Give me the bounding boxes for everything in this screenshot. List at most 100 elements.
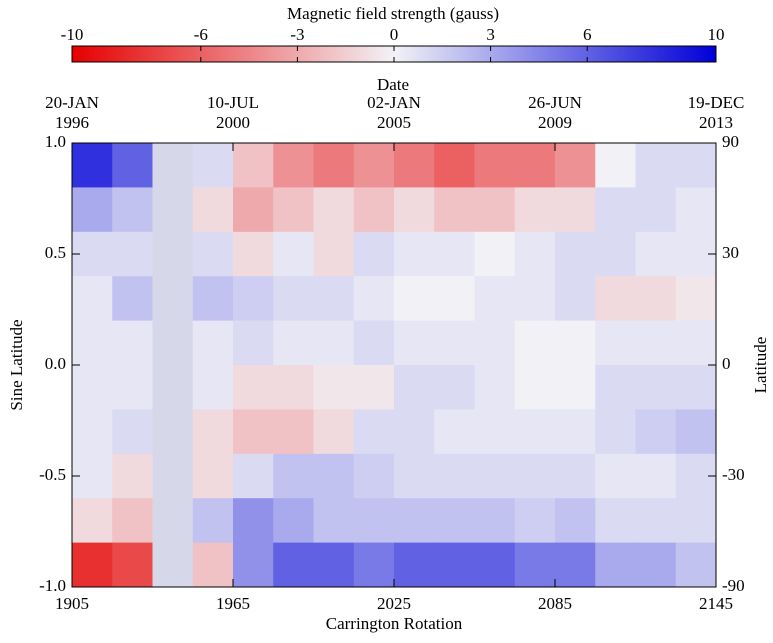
heatmap-cell: [635, 498, 677, 544]
heatmap-cell: [474, 276, 516, 322]
heatmap-cell: [595, 143, 636, 188]
heatmap-cell: [72, 498, 113, 544]
heatmap-cell: [353, 320, 395, 366]
heatmap-cell: [635, 365, 677, 410]
heatmap-cell: [233, 498, 274, 544]
x-tick-label: 2025: [377, 594, 411, 613]
colorbar-tick-label: 0: [390, 25, 399, 44]
heatmap-cell: [635, 143, 677, 188]
heatmap-cell: [192, 409, 234, 455]
heatmap-cell: [72, 542, 113, 588]
heatmap-cell: [394, 409, 435, 455]
heatmap-cell: [555, 320, 596, 366]
heatmap-cell: [233, 409, 274, 455]
heatmap-cell: [595, 276, 636, 322]
top-axis-label: Date: [377, 75, 409, 94]
y2-tick-label: -90: [722, 576, 745, 595]
heatmap-cell: [353, 143, 395, 188]
heatmap-cell: [192, 365, 234, 410]
heatmap-cell: [635, 231, 677, 277]
top-tick-sublabel: 2009: [538, 113, 572, 132]
heatmap-cell: [394, 453, 435, 499]
heatmap-cell: [353, 365, 395, 410]
top-tick-label: 10-JUL: [207, 93, 259, 112]
heatmap-cell: [474, 231, 516, 277]
heatmap-cell: [434, 409, 475, 455]
heatmap-cell: [353, 498, 395, 544]
heatmap-cell: [233, 276, 274, 322]
colorbar-tick-label: -6: [194, 25, 208, 44]
heatmap-cell: [474, 320, 516, 366]
heatmap-cell: [514, 231, 556, 277]
heatmap-cell: [72, 320, 113, 366]
heatmap-cell: [233, 542, 274, 588]
heatmap-cell: [394, 542, 435, 588]
heatmap-cell: [273, 365, 314, 410]
heatmap-cell: [675, 409, 717, 455]
heatmap-cell: [675, 187, 717, 233]
heatmap-cell: [555, 542, 596, 588]
heatmap-cell: [434, 542, 475, 588]
y-tick-label: 0.0: [45, 354, 66, 373]
top-tick-label: 26-JUN: [528, 93, 582, 112]
heatmap-cell: [555, 187, 596, 233]
heatmap-cell: [353, 276, 395, 322]
heatmap-cell: [152, 365, 194, 410]
heatmap-cell: [112, 187, 153, 233]
x-tick-label: 2085: [538, 594, 572, 613]
heatmap-cell: [313, 453, 355, 499]
y-axis-label: Sine Latitude: [7, 319, 26, 410]
heatmap-cell: [675, 276, 717, 322]
x-axis-label: Carrington Rotation: [326, 614, 463, 633]
heatmap-cell: [192, 143, 234, 188]
top-tick-label: 20-JAN: [45, 93, 99, 112]
heatmap-cell: [555, 365, 596, 410]
heatmap-cell: [595, 365, 636, 410]
heatmap-cell: [72, 276, 113, 322]
heatmap-cell: [192, 320, 234, 366]
heatmap-cell: [152, 542, 194, 588]
heatmap-cell: [635, 453, 677, 499]
heatmap-cell: [152, 498, 194, 544]
heatmap-cell: [233, 320, 274, 366]
heatmap-cell: [112, 365, 153, 410]
top-tick-sublabel: 1996: [55, 113, 89, 132]
heatmap-cell: [474, 365, 516, 410]
heatmap-cell: [474, 143, 516, 188]
heatmap-cell: [434, 187, 475, 233]
heatmap-cell: [675, 498, 717, 544]
heatmap-cell: [152, 276, 194, 322]
heatmap-cell: [353, 231, 395, 277]
heatmap-cell: [434, 320, 475, 366]
heatmap-cell: [152, 409, 194, 455]
heatmap-cell: [555, 453, 596, 499]
heatmap-cell: [434, 143, 475, 188]
heatmap-cell: [72, 187, 113, 233]
heatmap-cell: [233, 231, 274, 277]
heatmap-cell: [112, 498, 153, 544]
heatmap-cell: [635, 409, 677, 455]
heatmap-cell: [514, 542, 556, 588]
heatmap-cell: [273, 542, 314, 588]
heatmap-cell: [434, 365, 475, 410]
heatmap-cell: [474, 542, 516, 588]
y2-tick-label: 30: [722, 243, 739, 262]
heatmap-cell: [112, 231, 153, 277]
heatmap-cell: [434, 453, 475, 499]
heatmap-cell: [555, 498, 596, 544]
heatmap-cell: [474, 409, 516, 455]
y2-tick-label: -30: [722, 465, 745, 484]
top-tick-label: 19-DEC: [688, 93, 745, 112]
heatmap-cell: [353, 453, 395, 499]
y-tick-label: 0.5: [45, 243, 66, 262]
y-tick-label: 1.0: [45, 132, 66, 151]
heatmap-cell: [273, 187, 314, 233]
heatmap-cell: [273, 320, 314, 366]
heatmap-cell: [112, 320, 153, 366]
heatmap-cell: [595, 453, 636, 499]
heatmap-cell: [313, 365, 355, 410]
colorbar-tick-label: 10: [708, 25, 725, 44]
heatmap-cell: [514, 276, 556, 322]
heatmap-cell: [394, 187, 435, 233]
